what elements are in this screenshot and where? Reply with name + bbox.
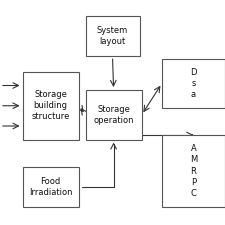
Text: A
M
R
P
C: A M R P C <box>190 144 197 198</box>
Text: D
s
a: D s a <box>190 68 197 99</box>
Text: System
layout: System layout <box>97 26 128 46</box>
FancyBboxPatch shape <box>162 58 225 108</box>
FancyBboxPatch shape <box>86 90 142 140</box>
FancyBboxPatch shape <box>86 16 140 56</box>
Text: Storage
building
structure: Storage building structure <box>32 90 70 121</box>
Text: Storage
operation: Storage operation <box>93 105 134 125</box>
Text: Food
Irradiation: Food Irradiation <box>29 177 72 197</box>
FancyBboxPatch shape <box>22 72 79 140</box>
FancyBboxPatch shape <box>162 135 225 207</box>
FancyBboxPatch shape <box>22 166 79 207</box>
